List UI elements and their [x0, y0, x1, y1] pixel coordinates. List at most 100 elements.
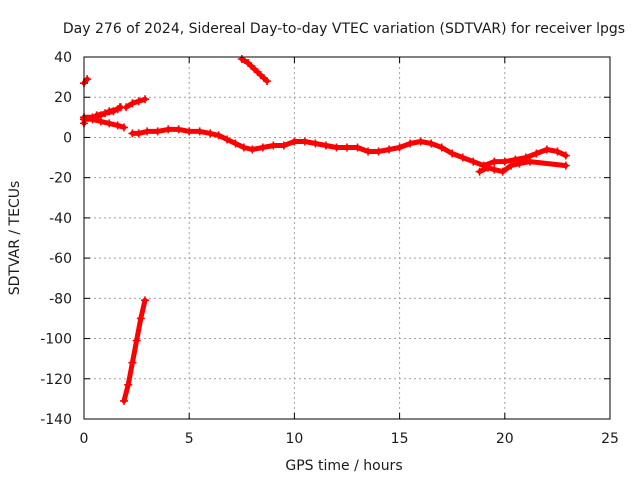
data-point [300, 137, 309, 146]
y-tick-label: 40 [54, 50, 72, 66]
data-point [237, 55, 246, 64]
data-point [532, 149, 541, 158]
data-point [507, 161, 516, 170]
data-point [109, 107, 118, 116]
data-point [263, 77, 272, 86]
data-point [122, 103, 131, 112]
data-point [406, 139, 415, 148]
data-point [553, 147, 562, 156]
data-point [119, 123, 128, 132]
data-point [92, 111, 101, 120]
grid-lines [84, 57, 610, 419]
data-point [500, 157, 509, 166]
data-layer [80, 55, 570, 405]
data-point [542, 145, 551, 154]
data-point [153, 127, 162, 136]
data-point [279, 141, 288, 150]
data-point [353, 143, 362, 152]
data-point [141, 296, 150, 305]
data-point [437, 143, 446, 152]
y-tick-label: -60 [49, 251, 72, 267]
plot-frame [83, 56, 611, 420]
data-point [561, 151, 570, 160]
data-point [290, 137, 299, 146]
data-point [231, 139, 240, 148]
data-point [113, 121, 122, 130]
data-point [469, 157, 478, 166]
data-point [490, 157, 499, 166]
x-tick-label: 25 [601, 431, 619, 447]
data-point [526, 157, 535, 166]
series-main-trace [128, 125, 570, 170]
chart-title: Day 276 of 2024, Sidereal Day-to-day VTE… [63, 21, 625, 37]
y-tick-label: -140 [40, 412, 72, 428]
data-point [332, 143, 341, 152]
data-point [427, 139, 436, 148]
x-tick-label: 10 [285, 431, 303, 447]
data-point [134, 129, 143, 138]
data-point [448, 149, 457, 158]
y-axis-label: SDTVAR / TECUs [7, 181, 23, 296]
data-point [395, 143, 404, 152]
data-point [88, 115, 97, 124]
data-point [124, 380, 133, 389]
axis-ticks [83, 56, 611, 420]
data-point [134, 97, 143, 106]
data-point [248, 145, 257, 154]
tick-labels: 0 5 10 15 20 25 40 20 0 -20 -40 -60 -80 -100 -120 -140 [40, 50, 619, 447]
data-point [101, 109, 110, 118]
data-point [164, 125, 173, 134]
data-point [214, 131, 223, 140]
data-point [128, 99, 137, 108]
data-point [96, 117, 105, 126]
y-tick-label: -40 [49, 211, 72, 227]
data-point [128, 358, 137, 367]
x-tick-label: 0 [80, 431, 89, 447]
data-point [119, 396, 128, 405]
series-trace [123, 96, 148, 110]
y-tick-label: -100 [40, 332, 72, 348]
data-point [141, 95, 150, 104]
data-point [458, 153, 467, 162]
data-point [561, 161, 570, 170]
data-point [269, 141, 278, 150]
data-point [515, 159, 524, 168]
y-tick-label: 0 [63, 130, 72, 146]
data-point [343, 143, 351, 152]
data-point [223, 135, 232, 144]
data-point [364, 147, 373, 156]
x-axis-label: GPS time / hours [285, 458, 402, 474]
data-point [244, 59, 253, 68]
x-tick-label: 5 [185, 431, 194, 447]
data-point [374, 147, 383, 156]
data-point [483, 163, 492, 172]
data-point [321, 141, 330, 150]
y-tick-label: -120 [40, 372, 72, 388]
data-point [105, 119, 114, 128]
data-point [416, 137, 425, 146]
data-point [136, 314, 145, 323]
y-tick-label: 20 [54, 90, 72, 106]
series-arc-4 [237, 55, 272, 86]
data-point [475, 167, 484, 176]
series-arc-2 [122, 95, 150, 112]
data-point [143, 127, 152, 136]
data-point [185, 127, 194, 136]
series-arc-3 [119, 296, 150, 405]
data-point [256, 71, 265, 80]
data-point [385, 145, 394, 154]
x-tick-label: 15 [391, 431, 409, 447]
y-tick-label: -20 [49, 171, 72, 187]
data-point [195, 127, 204, 136]
data-point [311, 139, 320, 148]
y-tick-label: -80 [49, 291, 72, 307]
data-point [250, 65, 259, 74]
data-point [206, 129, 215, 138]
data-point [239, 143, 248, 152]
data-point [258, 143, 267, 152]
data-point [490, 165, 499, 174]
series-trace [94, 104, 123, 118]
series-scatter-tail [475, 157, 570, 176]
